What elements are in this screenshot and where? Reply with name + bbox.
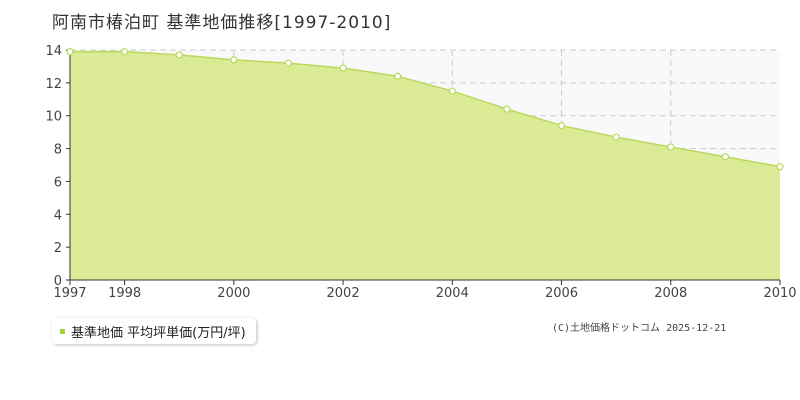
- label-layer: 0 2 4 6 8 10 12 14 1997 1998 2000 2002 2004 2006 2008 2…: [45, 44, 796, 301]
- data-point: [503, 105, 511, 113]
- point-layer: [66, 48, 784, 171]
- data-point: [721, 153, 729, 161]
- data-point: [394, 72, 402, 80]
- data-point: [284, 59, 293, 67]
- x-tick-label: 2000: [217, 286, 250, 301]
- series-area: [70, 51, 780, 281]
- y-tick-label: 14: [45, 44, 62, 59]
- x-tick-label: 2004: [436, 286, 469, 301]
- x-tick-label: 2006: [545, 286, 578, 301]
- data-point: [230, 56, 238, 64]
- area-layer: [70, 50, 781, 281]
- data-point: [339, 64, 347, 72]
- y-tick-label: 10: [45, 110, 62, 125]
- series-line: [70, 50, 781, 168]
- x-tick-label: 2002: [327, 286, 360, 301]
- data-point: [776, 163, 784, 171]
- data-point: [121, 48, 129, 56]
- data-point: [66, 48, 74, 56]
- axis-layer: [66, 49, 781, 285]
- legend-marker: [60, 328, 65, 334]
- data-point: [448, 87, 456, 95]
- x-tick-label: 1997: [53, 286, 86, 301]
- x-tick-label: 2008: [654, 286, 687, 301]
- data-point: [175, 51, 183, 59]
- x-tick-label: 1998: [108, 286, 141, 301]
- legend: 基準地価 平均坪単価(万円/坪): [52, 318, 256, 344]
- y-tick-label: 12: [45, 77, 62, 92]
- x-tick-label: 2010: [763, 286, 796, 301]
- y-tick-label: 8: [54, 143, 62, 158]
- y-tick-label: 4: [54, 208, 62, 223]
- data-point: [612, 133, 620, 141]
- y-tick-label: 6: [54, 175, 62, 190]
- chart-title: 阿南市椿泊町 基準地価推移[1997-2010]: [52, 13, 392, 33]
- data-point: [557, 121, 566, 130]
- legend-label: 基準地価 平均坪単価(万円/坪): [71, 325, 246, 341]
- y-tick-label: 0: [54, 274, 62, 289]
- copyright-text: (C)土地価格ドットコム 2025-12-21: [552, 323, 727, 334]
- data-point: [667, 143, 675, 151]
- y-tick-label: 2: [54, 241, 62, 256]
